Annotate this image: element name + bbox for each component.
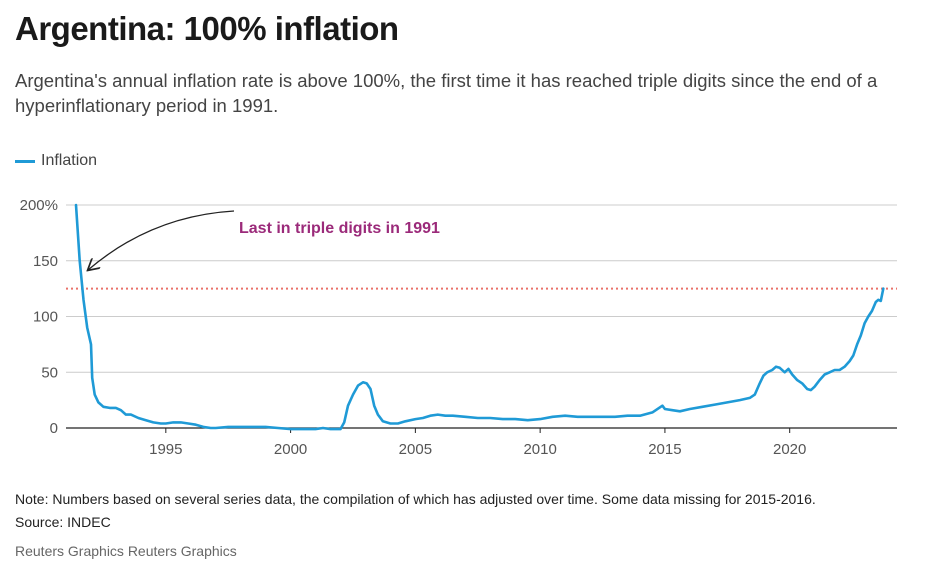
x-tick-label: 1995 [149, 441, 182, 458]
chart-credit: Reuters Graphics Reuters Graphics [15, 543, 237, 559]
chart-note: Note: Numbers based on several series da… [15, 491, 816, 507]
chart-subtitle: Argentina's annual inflation rate is abo… [15, 70, 878, 116]
legend-label: Inflation [41, 152, 98, 169]
annotation-arrow [88, 210, 235, 270]
x-tick-label: 2000 [274, 441, 307, 458]
y-tick-label: 200% [20, 197, 58, 214]
x-tick-label: 2015 [648, 441, 681, 458]
legend: Inflation [15, 152, 97, 170]
y-tick-label: 100 [33, 309, 58, 326]
annotation-text: Last in triple digits in 1991 [239, 220, 440, 237]
chart-title: Argentina: 100% inflation [15, 10, 399, 47]
line-chart: 0 50 100 150 200% 1995 2000 2005 2010 2015 2020 Las… [20, 197, 897, 458]
legend-swatch [15, 159, 35, 163]
y-tick-label: 50 [41, 364, 58, 381]
x-tick-label: 2010 [523, 441, 556, 458]
x-tick-label: 2005 [399, 441, 432, 458]
inflation-series-line [74, 203, 885, 431]
x-tick-label: 2020 [773, 441, 806, 458]
y-tick-label: 150 [33, 253, 58, 270]
y-tick-label: 0 [50, 420, 58, 437]
chart-source: Source: INDEC [15, 514, 111, 530]
